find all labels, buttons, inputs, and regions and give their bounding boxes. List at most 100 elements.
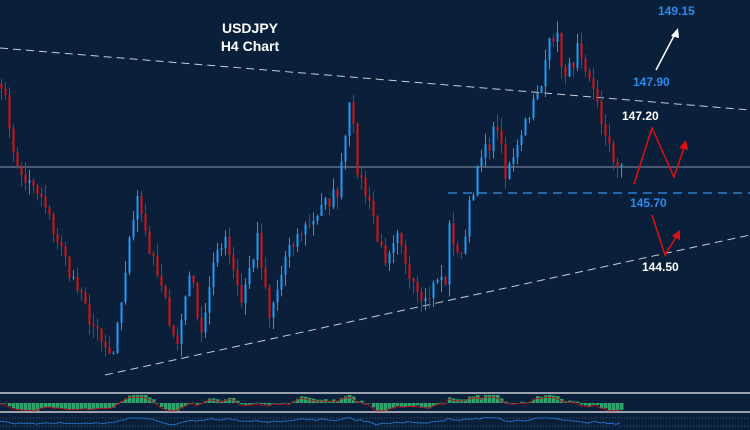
histogram-bar xyxy=(364,403,368,404)
candle-body xyxy=(232,255,235,270)
candle-body xyxy=(564,66,567,77)
histogram-bar xyxy=(372,403,376,408)
candle-body xyxy=(228,236,231,256)
histogram-bar xyxy=(84,403,88,409)
histogram-bar xyxy=(184,403,188,407)
histogram-bar xyxy=(584,403,588,406)
histogram-bar xyxy=(428,403,432,409)
histogram-bar xyxy=(264,403,268,405)
candle-body xyxy=(500,130,503,145)
histogram-bar xyxy=(64,403,68,409)
candle-body xyxy=(256,232,259,260)
oscillator-line xyxy=(0,417,621,426)
histogram-bar xyxy=(500,398,504,403)
histogram-bar xyxy=(152,399,156,403)
histogram-bar xyxy=(572,401,576,403)
histogram-bar xyxy=(608,403,612,411)
histogram-bar xyxy=(508,402,512,404)
candle-body xyxy=(428,297,431,299)
candle-body xyxy=(508,163,511,179)
candle-body xyxy=(296,233,299,247)
candle-body xyxy=(600,101,603,125)
candle-body xyxy=(284,256,287,275)
histogram-bar xyxy=(276,403,280,404)
candle-body xyxy=(84,292,87,304)
histogram-bar xyxy=(208,398,212,403)
histogram-bar xyxy=(12,403,16,409)
candle-body xyxy=(568,63,571,77)
candle-body xyxy=(200,317,203,333)
candle-body xyxy=(204,312,207,333)
candle-body xyxy=(588,71,591,79)
candle-body xyxy=(400,232,403,246)
chart-title: USDJPY xyxy=(221,20,279,36)
histogram-bar xyxy=(196,403,200,405)
histogram-bar xyxy=(284,402,288,404)
histogram-bar xyxy=(484,395,488,403)
histogram-bar xyxy=(360,400,364,403)
candle-body xyxy=(404,245,407,264)
histogram-bar xyxy=(368,403,372,404)
candle-body xyxy=(496,126,499,131)
candle-body xyxy=(372,200,375,216)
histogram-bar xyxy=(304,396,308,403)
candle-body xyxy=(548,38,551,61)
candle-body xyxy=(20,165,23,175)
candle-body xyxy=(364,177,367,197)
candle-body xyxy=(4,88,7,96)
histogram-bar xyxy=(128,395,132,403)
histogram-bar xyxy=(92,403,96,410)
candle-body xyxy=(436,280,439,283)
scenario-dip-arrow xyxy=(651,214,680,257)
histogram-bar xyxy=(540,396,544,403)
candle-body xyxy=(420,292,423,302)
candle-body xyxy=(536,93,539,99)
histogram-bar xyxy=(36,403,40,411)
level-label-147-20: 147.20 xyxy=(622,109,659,123)
histogram-bar xyxy=(8,403,12,407)
histogram-bar xyxy=(568,400,572,403)
histogram-bar xyxy=(100,403,104,409)
histogram-bar xyxy=(68,403,72,410)
candle-body xyxy=(340,161,343,198)
candle-body xyxy=(392,243,395,254)
histogram-bar xyxy=(272,402,276,404)
candle-body xyxy=(592,78,595,89)
histogram-bar xyxy=(32,403,36,411)
candle-body xyxy=(412,278,415,282)
histogram-bar xyxy=(88,403,92,410)
histogram-bar xyxy=(536,396,540,403)
candle-body xyxy=(532,98,535,118)
candle-body xyxy=(336,189,339,198)
histogram-bar xyxy=(160,403,164,407)
candle-body xyxy=(172,325,175,336)
histogram-bar xyxy=(52,403,56,408)
histogram-bar xyxy=(80,403,84,410)
candle-body xyxy=(188,275,191,297)
candle-body xyxy=(100,328,103,342)
histogram-bar xyxy=(548,395,552,403)
histogram-bar xyxy=(192,402,196,404)
histogram-bar xyxy=(604,403,608,409)
histogram-bar xyxy=(76,403,80,410)
histogram-bar xyxy=(104,403,108,409)
candle-body xyxy=(300,233,303,235)
histogram-bar xyxy=(588,403,592,407)
candle-body xyxy=(304,224,307,235)
histogram-bar xyxy=(424,403,428,408)
histogram-bar xyxy=(172,403,176,411)
candle-body xyxy=(520,135,523,145)
candle-body xyxy=(76,276,79,291)
candle-body xyxy=(16,152,19,166)
candle-body xyxy=(488,143,491,151)
candle-body xyxy=(216,249,219,263)
candle-body xyxy=(168,297,171,326)
candle-body xyxy=(36,185,39,195)
candle-body xyxy=(124,272,127,303)
candle-body xyxy=(308,224,311,226)
candle-body xyxy=(108,347,111,354)
histogram-bar xyxy=(96,403,100,409)
histogram-bar xyxy=(580,403,584,405)
